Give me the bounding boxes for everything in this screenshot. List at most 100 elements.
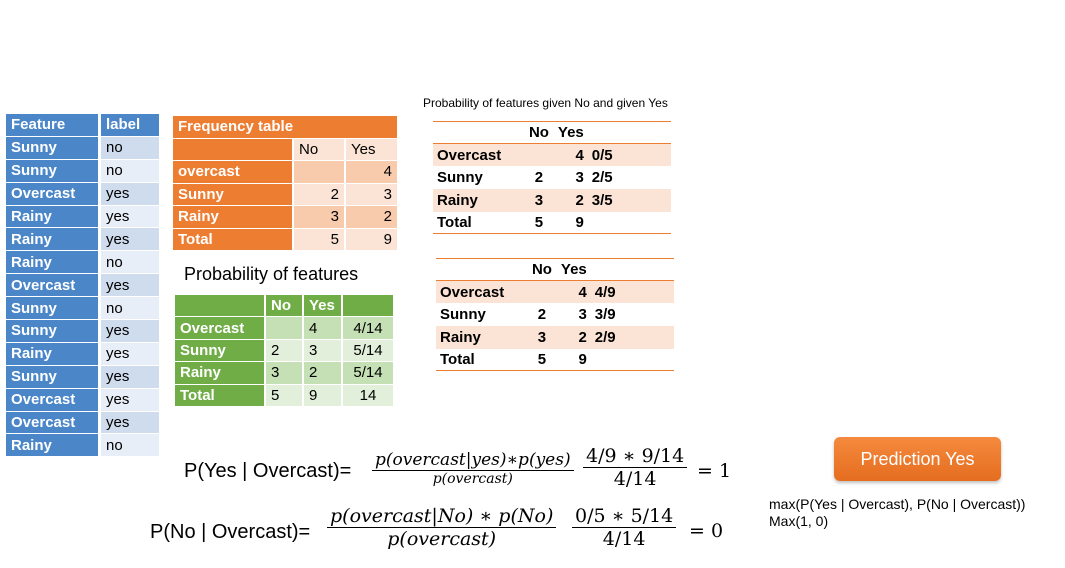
formula-no-denominator: p(overcast) <box>387 528 497 550</box>
table-header-row: No Yes <box>173 138 399 161</box>
feature-cell: Sunny <box>6 159 101 183</box>
table-row: Overcast yes <box>6 274 159 298</box>
yes-count-cell: 3 <box>575 169 584 187</box>
no-count-cell <box>524 143 554 167</box>
no-count-cell: 2 <box>534 169 544 187</box>
max-expression-line-2: Max(1, 0) <box>769 513 829 529</box>
formula-yes-label: P(Yes | Overcast)= <box>184 460 352 482</box>
label-cell: yes <box>101 365 159 389</box>
feature-cell: Overcast <box>6 182 101 206</box>
given-yes-table: No Yes Overcast 4 4/9 Sunny 2 3 3/9 Rainy 3 2 2/9 Tot… <box>436 258 674 372</box>
yes-count-cell: 9 <box>553 212 588 235</box>
formula-no-label: P(No | Overcast)= <box>150 521 311 543</box>
table-row: Rainy yes <box>6 205 159 229</box>
table-row: Sunny yes <box>6 365 159 389</box>
formula-no-denominator-2: 4/14 <box>602 528 646 550</box>
feature-cell: Total <box>173 228 294 251</box>
table-row: Rainy 3 2 <box>173 206 399 229</box>
frequency-table-title: Frequency table <box>173 116 399 139</box>
yes-count-cell: 3 <box>578 306 587 324</box>
max-expression: max(P(Yes | Overcast), P(No | Overcast))… <box>769 496 1025 530</box>
feature-cell: Total <box>433 212 525 235</box>
feature-cell: Sunny <box>6 365 101 389</box>
table-row: Sunny no <box>6 297 159 321</box>
formula-yes-numerator: p(overcast|yes)∗p(yes) <box>372 450 574 471</box>
probability-cell: 2/5 <box>591 169 613 187</box>
table-row: Overcast 4 4/14 <box>175 317 395 340</box>
table-row: Overcast yes <box>6 388 159 412</box>
yes-count-cell: 4 <box>346 161 399 184</box>
formula-no-numerator: p(overcast|No) ∗ p(No) <box>327 505 557 528</box>
table-row: Rainy 3 2 3/5 <box>433 189 671 212</box>
formula-yes-denominator: p(overcast) <box>432 471 513 487</box>
yes-count-cell: 2 <box>556 326 591 349</box>
probability-cell: 3/9 <box>594 306 616 324</box>
table-row: Rainy 3 2 5/14 <box>175 362 395 385</box>
no-count-cell <box>294 161 346 184</box>
table-row: Total 5 9 14 <box>175 384 395 407</box>
table-row: Sunny no <box>6 136 159 160</box>
column-header: No <box>294 138 346 161</box>
feature-cell: Overcast <box>433 143 525 167</box>
yes-count-cell: 3 <box>304 339 343 363</box>
probability-table-title: Probability of features <box>184 264 359 284</box>
label-cell: yes <box>101 342 159 366</box>
yes-count-cell: 2 <box>346 206 399 229</box>
column-header: No <box>524 121 554 144</box>
formula-yes-result: = 1 <box>697 460 732 482</box>
yes-count-cell: 9 <box>556 349 591 372</box>
feature-cell: Sunny <box>437 169 483 187</box>
feature-cell: Rainy <box>436 326 528 349</box>
feature-cell: Rainy <box>173 206 294 229</box>
feature-cell: Overcast <box>436 280 528 304</box>
table-row: Overcast yes <box>6 411 159 435</box>
frequency-table: Frequency table No Yes overcast 4 Sunny 2 3 Rai… <box>173 116 399 251</box>
label-cell: no <box>101 434 159 458</box>
table-row: Sunny 2 3 3/9 <box>436 303 674 326</box>
feature-cell: Sunny <box>173 183 294 206</box>
prediction-yes-button[interactable]: Prediction Yes <box>834 437 1001 481</box>
table-row: Sunny no <box>6 159 159 183</box>
yes-count-cell: 4 <box>304 317 343 340</box>
feature-cell: Total <box>175 384 266 407</box>
feature-cell: Rainy <box>6 434 101 458</box>
table-row: Total 5 9 <box>173 228 399 251</box>
table-row: Rainy no <box>6 251 159 275</box>
label-cell: no <box>101 297 159 321</box>
formula-yes-numerator-2: 4/9 ∗ 9/14 <box>583 445 688 468</box>
yes-count-cell: 2 <box>304 362 343 385</box>
table-header-row: No Yes <box>175 295 395 318</box>
conditional-title: Probability of features given No and giv… <box>423 96 668 110</box>
feature-cell: Sunny <box>440 306 486 324</box>
table-row: Rainy 3 2 2/9 <box>436 326 674 349</box>
feature-cell: Overcast <box>6 388 101 412</box>
yes-count-cell: 9 <box>346 228 399 251</box>
formula-yes-fraction-2: 4/9 ∗ 9/14 4/14 <box>583 445 688 490</box>
label-cell: yes <box>101 182 159 206</box>
no-count-cell <box>266 317 304 340</box>
no-count-cell: 3 <box>524 189 554 212</box>
label-cell: yes <box>101 411 159 435</box>
label-cell: yes <box>101 274 159 298</box>
table-row: overcast 4 <box>173 161 399 184</box>
probability-cell <box>590 349 674 372</box>
no-count-cell: 2 <box>266 339 304 363</box>
formula-no-numerator-2: 0/5 ∗ 5/14 <box>572 505 677 528</box>
table-row: Sunny 2 3 5/14 <box>175 339 395 363</box>
column-header: No <box>527 258 557 281</box>
table-row: Overcast 4 4/9 <box>436 280 674 304</box>
table-row: Sunny yes <box>6 320 159 343</box>
feature-cell: Total <box>436 349 528 372</box>
max-expression-line-1: max(P(Yes | Overcast), P(No | Overcast)) <box>769 496 1026 512</box>
feature-cell: Rainy <box>6 205 101 229</box>
no-count-cell: 5 <box>294 228 346 251</box>
feature-cell: Rainy <box>6 228 101 252</box>
no-count-cell: 3 <box>294 206 346 229</box>
formula-no-fraction-2: 0/5 ∗ 5/14 4/14 <box>572 505 677 550</box>
formula-no-fraction-1: p(overcast|No) ∗ p(No) p(overcast) <box>327 505 557 550</box>
table-row: Sunny 2 3 2/5 <box>433 166 671 189</box>
feature-cell: Overcast <box>6 274 101 298</box>
column-header <box>436 258 528 281</box>
feature-cell: Sunny <box>6 320 101 343</box>
probability-cell: 4/14 <box>343 317 395 340</box>
